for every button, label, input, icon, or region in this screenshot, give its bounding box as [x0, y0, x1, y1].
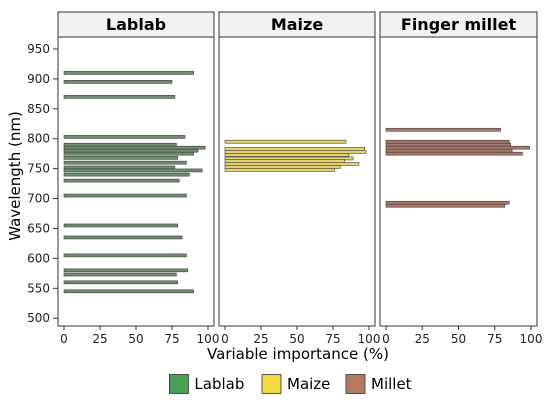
bar	[385, 142, 511, 147]
x-tick-label: 100	[520, 332, 543, 346]
legend-item: Millet	[345, 374, 412, 394]
bar	[385, 148, 513, 153]
bar	[224, 159, 345, 163]
facet-plot-area	[379, 36, 538, 327]
legend-item: Lablab	[168, 374, 244, 394]
y-axis-title: Wavelength (nm)	[6, 111, 24, 241]
facet-strip-title: Lablab	[106, 15, 166, 34]
x-tick-label: 50	[451, 332, 466, 346]
bar	[385, 200, 510, 205]
y-tick-label: 650	[27, 221, 50, 235]
bar	[63, 71, 194, 75]
y-tick-label: 750	[27, 162, 50, 176]
bar	[63, 156, 179, 160]
facet-panel: Lablab 0 25 50 75 100	[57, 11, 220, 346]
y-axis-title-group: Wavelength (nm)	[6, 111, 24, 241]
x-tick-label: 75	[164, 332, 179, 346]
bar	[224, 139, 347, 144]
legend-swatch	[168, 374, 189, 394]
bar	[63, 160, 187, 165]
bar	[63, 165, 176, 170]
bar	[63, 135, 186, 139]
bar	[63, 235, 183, 240]
legend-swatch	[345, 374, 366, 394]
legend-label: Maize	[287, 375, 330, 393]
bar	[385, 139, 510, 144]
x-tick-label: 25	[253, 332, 268, 346]
y-tick-label: 550	[27, 281, 50, 295]
y-tick-label: 600	[27, 251, 50, 265]
bar	[63, 142, 177, 147]
x-tick-label: 50	[289, 332, 304, 346]
bar	[63, 193, 187, 198]
bar	[63, 151, 194, 156]
bar	[63, 223, 179, 228]
bar	[63, 95, 176, 99]
facet-strip-title: Finger millet	[401, 15, 517, 34]
bar	[63, 253, 187, 258]
bar	[385, 127, 501, 132]
legend: Lablab Maize Millet	[168, 374, 412, 394]
bar	[63, 178, 180, 183]
facet-panel: Finger millet 0 25 50 75 100	[379, 11, 543, 346]
legend-label: Millet	[371, 375, 412, 393]
facet-strip	[57, 11, 215, 38]
bar	[385, 145, 530, 150]
facet-strip	[218, 11, 376, 38]
bar	[224, 153, 350, 157]
x-tick-label: 100	[358, 332, 381, 346]
x-tick-label: 0	[221, 332, 229, 346]
bar	[63, 145, 206, 150]
x-tick-label: 25	[415, 332, 430, 346]
legend-label: Lablab	[194, 375, 244, 393]
bar	[63, 289, 194, 294]
y-axis: 500 550 600 650 700 750 800 850 900 950	[27, 42, 58, 325]
y-tick-label: 900	[27, 72, 50, 86]
bar	[63, 80, 173, 84]
x-tick-label: 0	[382, 332, 390, 346]
facet-plot-area	[218, 36, 376, 327]
bar	[224, 162, 360, 166]
legend-item: Maize	[261, 374, 330, 394]
bar	[385, 151, 523, 156]
bar	[63, 168, 203, 173]
y-tick-label: 850	[27, 102, 50, 116]
x-tick-label: 75	[487, 332, 502, 346]
bar	[63, 272, 177, 277]
bar	[224, 147, 365, 151]
y-tick-label: 700	[27, 192, 50, 206]
bar	[224, 165, 341, 169]
bar	[63, 268, 189, 273]
bar	[63, 172, 190, 177]
y-tick-label: 500	[27, 311, 50, 325]
bar	[385, 203, 506, 208]
legend-swatch	[261, 374, 282, 394]
y-tick-label: 950	[27, 42, 50, 56]
x-axis-title: Variable importance (%)	[207, 345, 389, 363]
x-tick-label: 50	[128, 332, 143, 346]
x-tick-label: 75	[325, 332, 340, 346]
bar	[224, 168, 335, 172]
x-tick-label: 25	[92, 332, 107, 346]
bar	[63, 280, 179, 285]
x-tick-label: 100	[197, 332, 220, 346]
bar	[63, 148, 199, 153]
facet-strip-title: Maize	[271, 15, 324, 34]
x-tick-label: 0	[60, 332, 68, 346]
facet-panel: Maize 0 25 50 75 100	[218, 11, 381, 346]
bar	[224, 150, 367, 154]
y-tick-label: 800	[27, 132, 50, 146]
